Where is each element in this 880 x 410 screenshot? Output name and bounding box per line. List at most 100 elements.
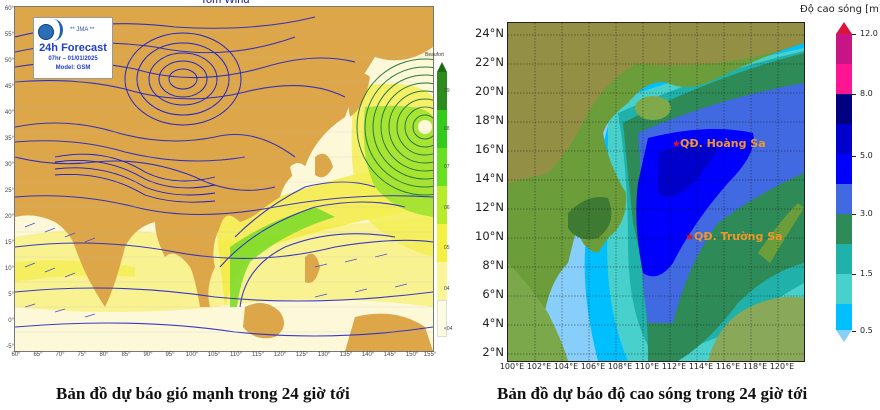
lon-tick: 145° (383, 352, 397, 358)
wind-map-graphic (15, 7, 433, 351)
wave-colorbar-title: Độ cao sóng [m] (800, 4, 880, 15)
beaufort-arrow-icon (437, 62, 447, 72)
beaufort-label: 08 (444, 126, 450, 132)
colorbar-segment (836, 244, 852, 274)
wave-forecast-panel: ★ QĐ. Hoàng Sa ★ QĐ. Trường Sa 24°N 22°N… (460, 0, 880, 371)
hoang-sa-label: QĐ. Hoàng Sa (680, 137, 766, 150)
lon-tick: 155° (423, 352, 437, 358)
colorbar-tick-label: 5.0 (860, 151, 873, 160)
colorbar-extend-icons (836, 22, 852, 342)
lon-tick: 112°E (661, 362, 687, 371)
beaufort-colorbar (437, 62, 447, 337)
lat-tick: 45° (4, 84, 14, 90)
colorbar-segment (836, 34, 852, 64)
lon-tick: 120° (273, 352, 287, 358)
lon-tick: 135° (339, 352, 353, 358)
lat-tick: 2°N (482, 345, 504, 359)
lat-tick: 20°N (475, 84, 504, 98)
lon-tick: 110° (230, 352, 242, 358)
lat-tick: 0° (8, 318, 14, 324)
lon-tick: 90° (143, 352, 153, 358)
wave-map-graphic (508, 23, 804, 361)
colorbar-tick-label: 3.0 (860, 209, 873, 218)
colorbar-tick-label: 12.0 (860, 29, 878, 38)
beaufort-level-09 (437, 72, 447, 110)
hoang-sa-star-icon: ★ (672, 139, 681, 150)
lat-tick: 55° (4, 32, 14, 38)
colorbar-segment (836, 124, 852, 154)
lat-tick: 6°N (482, 287, 504, 301)
lon-tick: 105° (207, 352, 221, 358)
beaufort-level-06 (437, 186, 447, 224)
lon-tick: 60° (11, 352, 21, 358)
lat-tick: 12°N (475, 200, 504, 214)
colorbar-segment (836, 274, 852, 304)
lon-tick: 150° (405, 352, 419, 358)
lon-tick: 110°E (634, 362, 660, 371)
wave-map-caption: Bản đồ dự báo độ cao sóng trong 24 giờ t… (497, 384, 808, 403)
lat-tick: 15° (4, 240, 14, 246)
lat-tick: 16°N (475, 142, 504, 156)
lon-tick: 100° (185, 352, 199, 358)
colorbar-segment (836, 94, 852, 124)
beaufort-legend-title: Beaufort (425, 52, 444, 58)
wind-map-top-title: Tom Wind (200, 0, 250, 6)
lat-tick: 24°N (475, 26, 504, 40)
lat-tick: 30° (4, 162, 14, 168)
jma-agency-label: ** JMA ** (70, 27, 95, 33)
lat-tick: 20° (4, 214, 14, 220)
beaufort-level-below-04 (437, 300, 447, 337)
lon-tick: 108°E (607, 362, 633, 371)
lon-tick: 140° (361, 352, 375, 358)
lat-tick: 4°N (482, 316, 504, 330)
colorbar-segment (836, 214, 852, 244)
lat-tick: 60° (4, 6, 14, 12)
jma-logo-arc-icon (44, 19, 63, 41)
lon-tick: 95° (165, 352, 175, 358)
lon-tick: 118°E (742, 362, 768, 371)
beaufort-label: 09 (444, 88, 450, 94)
lat-tick: 50° (4, 58, 14, 64)
lat-tick: 40° (4, 110, 14, 116)
lon-tick: 75° (77, 352, 87, 358)
colorbar-segment (836, 64, 852, 94)
beaufort-level-04 (437, 262, 447, 300)
beaufort-level-08 (437, 110, 447, 148)
lat-tick: 5° (8, 292, 14, 298)
lon-tick: 116°E (715, 362, 741, 371)
wind-map-caption: Bản đồ dự báo gió mạnh trong 24 giờ tới (56, 384, 350, 403)
lat-tick: 35° (4, 136, 14, 142)
jma-info-box: ** JMA ** 24h Forecast 07hr – 01/01/2025… (33, 17, 113, 79)
lon-tick: 130° (317, 352, 331, 358)
truong-sa-label: QĐ. Trường Sa (694, 230, 783, 243)
lon-tick: 100°E (499, 362, 525, 371)
lon-tick: 80° (99, 352, 109, 358)
lat-tick: 10°N (475, 229, 504, 243)
lon-tick: 102°E (526, 362, 552, 371)
colorbar-segment (836, 154, 852, 184)
lat-tick: 18°N (475, 113, 504, 127)
lat-tick: 25° (4, 188, 14, 194)
lon-tick: 70° (55, 352, 65, 358)
lon-tick: 115° (252, 352, 264, 358)
beaufort-level-07 (437, 148, 447, 186)
lon-tick: 85° (121, 352, 131, 358)
lon-tick: 65° (33, 352, 43, 358)
lat-tick: 22°N (475, 55, 504, 69)
beaufort-label: 07 (444, 164, 450, 170)
lon-tick: 104°E (553, 362, 579, 371)
colorbar-tick-label: 0.5 (860, 326, 873, 335)
colorbar-segment (836, 184, 852, 214)
colorbar-segment (836, 304, 852, 330)
wind-forecast-panel: Tom Wind (0, 0, 453, 370)
forecast-valid-time: 07hr – 01/01/2025 (48, 56, 98, 62)
colorbar-tick-label: 8.0 (860, 89, 873, 98)
lat-tick: -5° (6, 344, 14, 350)
lon-tick: 125° (295, 352, 309, 358)
beaufort-label: 06 (444, 205, 450, 211)
lon-tick: 120°E (769, 362, 795, 371)
colorbar-tick-label: 1.5 (860, 269, 873, 278)
lat-tick: 10° (4, 266, 14, 272)
forecast-title: 24h Forecast (39, 42, 107, 54)
wind-forecast-map: ** JMA ** 24h Forecast 07hr – 01/01/2025… (14, 6, 434, 352)
